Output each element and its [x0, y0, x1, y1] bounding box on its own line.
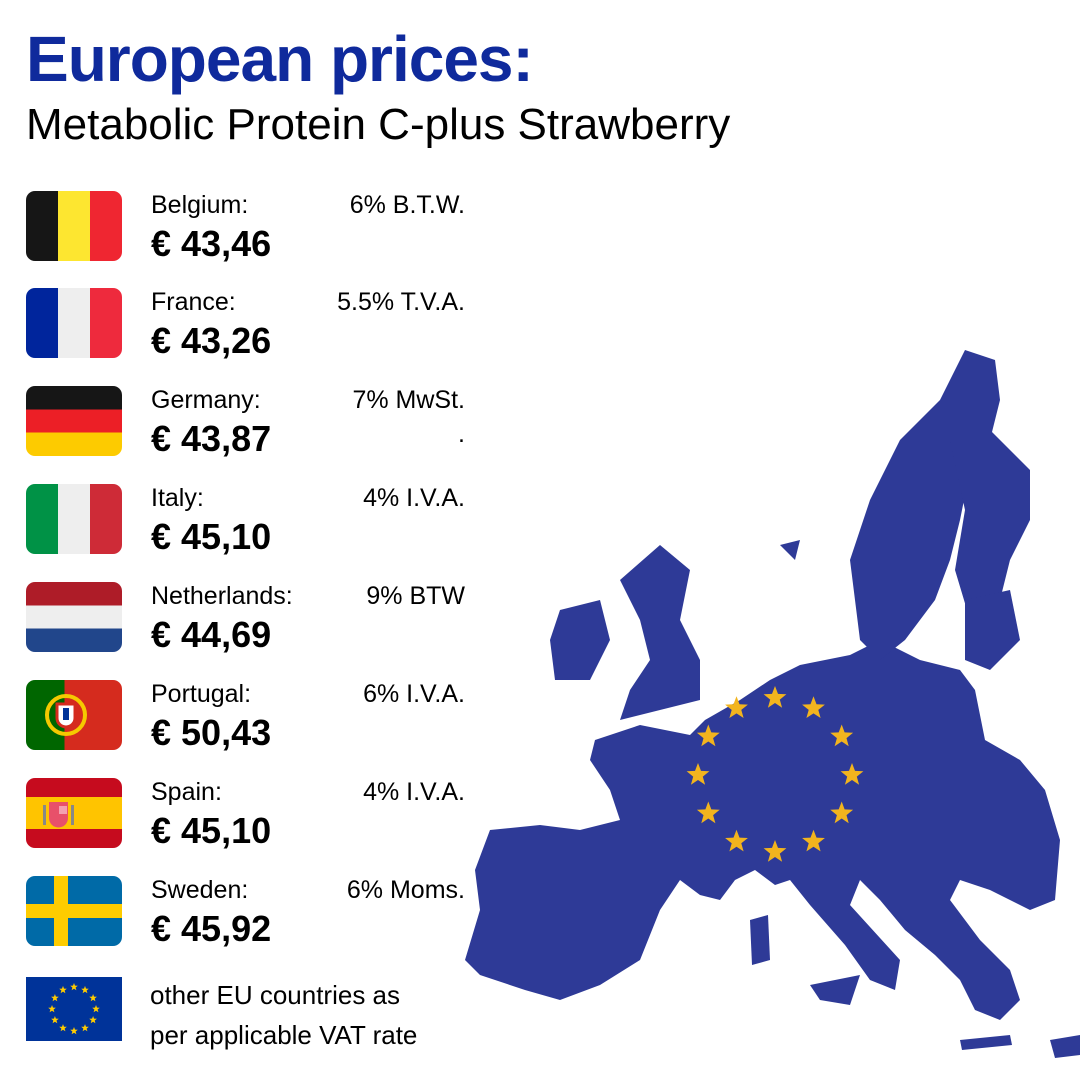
star-icon [725, 696, 748, 718]
star-icon [70, 1027, 78, 1035]
portugal-flag-icon [26, 680, 122, 750]
vat-rate: 9% BTW [366, 582, 465, 610]
ireland [550, 600, 610, 680]
star-icon [81, 1024, 89, 1032]
mainland-europe [465, 640, 1060, 1020]
netherlands-flag-icon [26, 582, 122, 652]
eu-stars [686, 686, 864, 862]
star-icon [59, 985, 67, 994]
star-icon [51, 994, 59, 1002]
belgium-flag-icon [26, 191, 122, 261]
star-icon [70, 983, 78, 991]
country-row-belgium: Belgium: 6% B.T.W. € 43,46 [26, 191, 471, 264]
price: € 43,46 [151, 223, 272, 264]
country-row-sweden: Sweden: 6% Moms. € 45,92 [26, 876, 471, 949]
star-icon [802, 829, 825, 852]
star-icon [802, 696, 825, 718]
star-icon [696, 724, 720, 747]
italy-flag-icon [26, 484, 122, 554]
star-icon [81, 985, 89, 994]
vat-extra: . [458, 420, 465, 448]
country-row-spain: Spain: 4% I.V.A. € 45,10 [26, 778, 471, 851]
price: € 45,10 [151, 810, 272, 851]
star-icon [686, 763, 710, 785]
baltics [965, 590, 1020, 670]
europe-map [465, 350, 1080, 1058]
star-icon [696, 801, 720, 824]
other-line-1: other EU countries as [150, 980, 401, 1010]
star-icon [830, 801, 854, 824]
vat-rate: 7% MwSt. [352, 386, 465, 414]
star-icon [59, 1024, 67, 1032]
country-name: Portugal: [151, 680, 252, 708]
star-icon [763, 840, 787, 862]
finland [950, 430, 1030, 620]
star-icon [48, 1005, 56, 1013]
star-icon [830, 724, 854, 747]
great-britain [620, 545, 700, 720]
star-icon [840, 763, 864, 785]
price: € 50,43 [151, 712, 272, 753]
star-icon [725, 829, 748, 852]
country-row-france: France: 5.5% T.V.A. € 43,26 [26, 288, 471, 361]
other-countries-note: other EU countries as per applicable VAT… [150, 975, 417, 1055]
eu-flag-icon [26, 977, 122, 1041]
vat-rate: 4% I.V.A. [363, 778, 465, 806]
country-row-germany: Germany: 7% MwSt. . € 43,87 [26, 386, 471, 459]
price: € 45,92 [151, 908, 272, 949]
sardinia [750, 915, 770, 965]
sweden-flag-icon [26, 876, 122, 946]
price: € 43,26 [151, 320, 272, 361]
star-icon [89, 994, 97, 1002]
country-name: Spain: [151, 778, 222, 806]
country-name: Netherlands: [151, 582, 293, 610]
country-name: France: [151, 288, 236, 316]
scandinavia [850, 350, 1000, 660]
page-title: European prices: [26, 23, 534, 95]
country-row-italy: Italy: 4% I.V.A. € 45,10 [26, 484, 471, 557]
france-flag-icon [26, 288, 122, 358]
star-icon [51, 1016, 59, 1024]
country-row-netherlands: Netherlands: 9% BTW € 44,69 [26, 582, 471, 655]
country-name: Sweden: [151, 876, 249, 904]
germany-flag-icon [26, 386, 122, 456]
vat-rate: 6% B.T.W. [349, 191, 465, 219]
price: € 45,10 [151, 516, 272, 557]
star-icon [763, 686, 787, 708]
country-name: Italy: [151, 484, 204, 512]
price: € 43,87 [151, 418, 272, 459]
vat-rate: 5.5% T.V.A. [337, 288, 465, 316]
vat-rate: 6% Moms. [346, 876, 465, 904]
spain-flag-icon [26, 778, 122, 848]
vat-rate: 6% I.V.A. [363, 680, 465, 708]
price: € 44,69 [151, 614, 272, 655]
page-subtitle: Metabolic Protein C-plus Strawberry [26, 100, 731, 149]
star-icon [92, 1005, 100, 1013]
iceland-like-islands [780, 540, 800, 560]
other-line-2: per applicable VAT rate [150, 1020, 418, 1050]
crete [960, 1035, 1012, 1050]
star-icon [89, 1016, 97, 1024]
country-name: Germany: [151, 386, 261, 414]
sicily [810, 975, 860, 1005]
vat-rate: 4% I.V.A. [363, 484, 465, 512]
country-name: Belgium: [151, 191, 249, 219]
cyprus [1050, 1035, 1080, 1058]
country-row-portugal: Portugal: 6% I.V.A. € 50,43 [26, 680, 471, 753]
